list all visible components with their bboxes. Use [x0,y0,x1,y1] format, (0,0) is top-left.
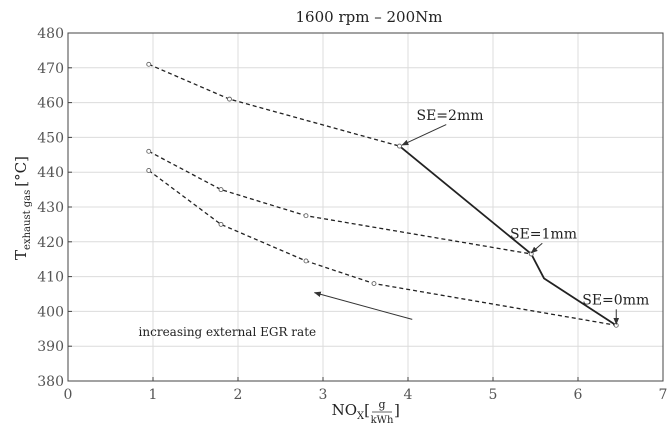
series-line-4 [398,145,617,327]
data-point [397,143,402,149]
x-axis-bracket: ] [394,401,400,419]
annotation-arrow-2 [530,242,543,254]
x-axis-unit-num: g [378,398,385,411]
annotation-label-3: SE=0mm [582,292,649,308]
axes [67,32,664,382]
x-tick-label: 0 [64,387,73,403]
y-tick-label: 390 [37,339,64,355]
annotation-arrow-1 [401,124,447,146]
annotation-label-1: SE=2mm [417,108,484,124]
data-point [218,221,224,227]
grid [67,32,664,382]
x-axis-unit-den: kWh [371,415,394,426]
y-tick-label: 440 [37,165,64,181]
x-tick-label: 2 [234,387,243,403]
markers [146,61,619,328]
chart-title: 1600 rpm – 200Nm [296,8,443,26]
x-tick-label: 1 [149,387,158,403]
y-tick-label: 400 [37,304,64,320]
annotation-arrow-4 [313,291,413,320]
series-line-2 [148,150,532,255]
data-point [146,148,152,154]
x-tick-label: 5 [489,387,498,403]
series-line-3 [148,169,617,326]
data-point [303,258,309,264]
data-point [218,187,224,193]
tick-labels: 0 1 2 3 4 5 6 7 380 390 400 410 420 430 440 450 460 470 48… [37,26,667,403]
annotations: SE=2mm SE=1mm SE=0mm increasing external EG… [139,108,650,339]
data-point [371,281,377,287]
y-tick-label: 430 [37,200,64,216]
y-tick-label: 420 [37,235,64,251]
y-axis-label: Texhaust gas[°C] [12,156,33,260]
annotation-label-4: increasing external EGR rate [139,325,317,339]
data-point [146,61,152,67]
x-tick-label: 7 [659,387,668,403]
annotation-label-2: SE=1mm [510,226,577,242]
x-axis-label: NOX[ [332,401,370,422]
data-point [227,96,232,102]
y-tick-label: 470 [37,61,64,77]
y-tick-label: 480 [37,26,64,42]
series-lines [148,63,617,327]
x-tick-label: 4 [404,387,413,403]
data-point [303,213,309,219]
x-tick-label: 6 [574,387,583,403]
y-tick-label: 380 [37,374,64,390]
y-tick-label: 450 [37,130,64,146]
y-tick-label: 460 [37,96,64,112]
data-point [146,168,152,173]
y-tick-label: 410 [37,270,64,286]
series-line-1 [148,63,400,147]
x-tick-label: 3 [319,387,328,403]
